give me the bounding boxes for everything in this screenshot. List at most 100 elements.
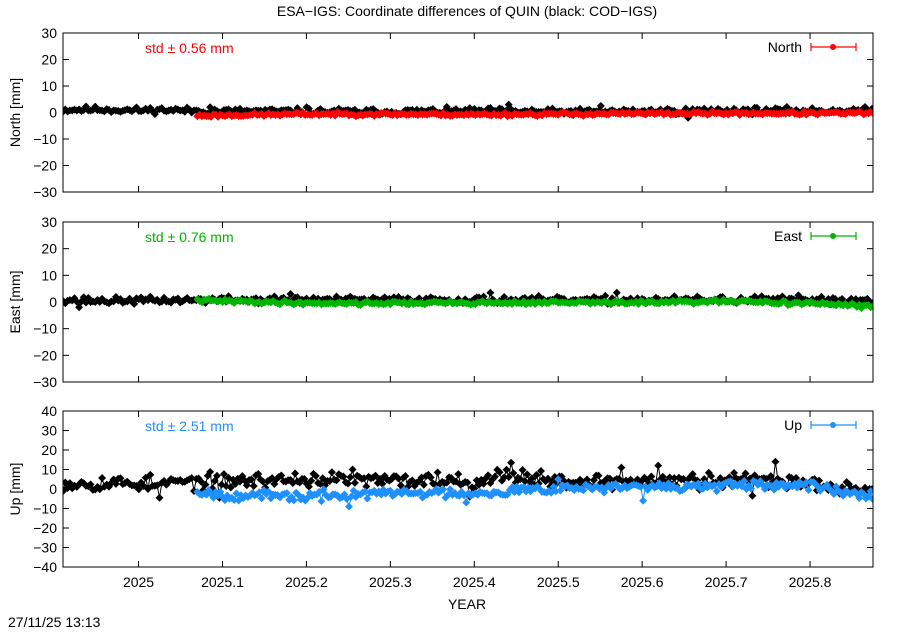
std-annotation: std ± 0.76 mm xyxy=(145,229,234,245)
x-tick-label: 2025.1 xyxy=(201,574,244,590)
x-tick-label: 2025.5 xyxy=(537,574,580,590)
legend-marker xyxy=(830,422,836,428)
plot-frame xyxy=(62,221,874,383)
data-point xyxy=(396,481,405,490)
legend-label: Up xyxy=(784,417,802,433)
data-point xyxy=(748,491,757,500)
data-point xyxy=(495,468,504,477)
data-point xyxy=(155,493,164,502)
y-tick-label: 30 xyxy=(41,214,57,230)
y-tick-label: −20 xyxy=(33,347,57,363)
panel-east: −30 −20 −10 0 10 20 30 East [mm] std ± 0.76 mm Ea… xyxy=(7,214,874,390)
data-point xyxy=(346,473,355,482)
x-tick-label: 2025.3 xyxy=(369,574,412,590)
legend-marker xyxy=(830,233,836,239)
x-tick-label: 2025 xyxy=(123,574,154,590)
data-point xyxy=(654,461,663,470)
data-point xyxy=(146,470,155,479)
y-tick-label: −10 xyxy=(33,501,57,517)
y-tick-label: −10 xyxy=(33,131,57,147)
legend-label: East xyxy=(774,228,802,244)
data-point xyxy=(249,482,258,490)
data-point xyxy=(771,457,780,466)
y-tick-label: −30 xyxy=(33,374,57,390)
data-point xyxy=(782,103,791,111)
data-point xyxy=(419,480,428,489)
data-point xyxy=(345,502,353,511)
data-point xyxy=(317,497,326,506)
data-point xyxy=(617,463,626,472)
y-tick-label: −40 xyxy=(33,559,57,575)
data-point xyxy=(433,468,442,477)
data-point xyxy=(347,492,356,501)
data-point xyxy=(307,476,316,485)
data-point xyxy=(289,496,298,505)
y-tick-label: 20 xyxy=(41,442,57,458)
data-point xyxy=(500,473,509,482)
x-tick-label: 2025.7 xyxy=(705,574,748,590)
data-point xyxy=(332,476,341,485)
data-point xyxy=(502,465,511,474)
data-point xyxy=(439,485,448,494)
data-point xyxy=(258,477,267,486)
legend-label: North xyxy=(768,39,802,55)
x-axis-label: YEAR xyxy=(448,596,486,612)
y-axis-label: North [mm] xyxy=(7,78,23,147)
data-point xyxy=(327,468,336,477)
data-point xyxy=(688,470,697,479)
data-point xyxy=(532,471,541,479)
y-axis-label: East [mm] xyxy=(7,270,23,333)
timestamp: 27/11/25 13:13 xyxy=(8,614,101,630)
data-point xyxy=(291,469,300,478)
data-point xyxy=(378,479,387,488)
data-point xyxy=(219,470,228,479)
data-point xyxy=(707,472,716,481)
data-point xyxy=(554,475,563,484)
data-point xyxy=(363,494,372,503)
data-point xyxy=(612,288,621,297)
data-point xyxy=(230,496,239,504)
data-point xyxy=(454,470,463,479)
data-point xyxy=(304,482,313,491)
data-point xyxy=(670,474,679,483)
data-point xyxy=(416,487,425,496)
data-point xyxy=(443,491,452,500)
y-tick-label: 10 xyxy=(41,78,57,94)
panel-north: −30 −20 −10 0 10 20 30 North [mm] std ± 0.56 mm N… xyxy=(7,25,874,200)
y-tick-label: 30 xyxy=(41,423,57,439)
x-tick-label: 2025.4 xyxy=(453,574,496,590)
data-point xyxy=(282,489,291,498)
data-point xyxy=(350,478,359,487)
data-point xyxy=(348,465,357,474)
data-point xyxy=(486,288,495,297)
data-group xyxy=(63,457,873,511)
y-tick-label: −20 xyxy=(33,520,57,536)
x-tick-label: 2025.8 xyxy=(789,574,832,590)
data-point xyxy=(98,474,107,482)
data-point xyxy=(712,487,721,496)
data-point xyxy=(213,471,221,480)
y-tick-label: −10 xyxy=(33,321,57,337)
data-point xyxy=(206,467,215,476)
chart-title: ESA−IGS: Coordinate differences of QUIN … xyxy=(277,3,657,19)
data-point xyxy=(579,486,588,495)
data-point xyxy=(507,458,516,467)
plot-frame xyxy=(62,410,874,568)
data-point xyxy=(463,478,472,487)
y-tick-label: 20 xyxy=(41,241,57,257)
y-tick-label: 10 xyxy=(41,267,57,283)
plot-frame xyxy=(62,32,874,193)
data-point xyxy=(484,471,493,480)
data-point xyxy=(339,472,348,481)
y-tick-label: 0 xyxy=(49,294,57,310)
y-axis-label: Up [mm] xyxy=(7,463,23,516)
y-tick-label: −30 xyxy=(33,184,57,200)
y-tick-label: 0 xyxy=(49,105,57,121)
data-point xyxy=(804,486,813,495)
data-point xyxy=(311,471,320,480)
std-annotation: std ± 0.56 mm xyxy=(145,40,234,56)
data-point xyxy=(277,471,286,480)
data-point xyxy=(509,469,518,478)
data-group xyxy=(63,288,873,313)
